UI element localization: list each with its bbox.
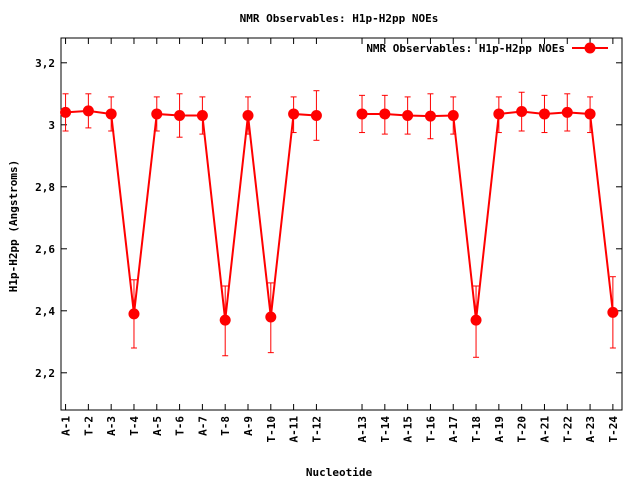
x-tick-label: A-11 xyxy=(288,416,301,443)
x-axis: A-1 T-2 A-3 T-4 A-5 T-6 A-7 T-8 A-9 T-10 A-11 T-12 A… xyxy=(60,38,620,443)
data-point xyxy=(424,110,436,122)
x-tick-label: T-16 xyxy=(424,416,437,443)
x-tick-label: A-5 xyxy=(151,416,164,436)
x-tick-label: T-2 xyxy=(82,416,95,436)
x-axis-label: Nucleotide xyxy=(306,466,373,479)
data-point xyxy=(128,308,140,320)
data-point xyxy=(493,108,505,120)
x-tick-label: T-10 xyxy=(265,416,278,443)
x-tick-label: A-1 xyxy=(60,416,73,436)
x-tick-label: T-22 xyxy=(561,416,574,443)
y-tick-label: 3 xyxy=(48,119,55,132)
data-point xyxy=(174,110,186,121)
y-tick-label: 2,6 xyxy=(35,243,55,256)
data-point xyxy=(288,108,300,120)
x-tick-label: T-6 xyxy=(174,416,187,436)
data-point xyxy=(379,108,391,120)
x-tick-label: A-23 xyxy=(584,416,597,443)
data-point xyxy=(105,108,117,120)
data-point xyxy=(607,306,619,318)
x-tick-label: A-19 xyxy=(493,416,506,443)
x-tick-label: A-15 xyxy=(402,416,415,443)
data-point xyxy=(470,314,482,326)
x-tick-label: A-3 xyxy=(105,416,118,436)
x-tick-label: A-7 xyxy=(196,416,209,436)
x-tick-label: T-12 xyxy=(310,416,323,443)
data-point xyxy=(584,108,596,120)
y-tick-label: 3,2 xyxy=(35,57,55,70)
x-tick-label: T-4 xyxy=(128,416,141,436)
data-point xyxy=(356,108,368,120)
legend-label: NMR Observables: H1p-H2pp NOEs xyxy=(366,42,565,55)
series-line xyxy=(362,110,614,321)
x-tick-label: T-20 xyxy=(516,416,529,443)
x-tick-label: A-13 xyxy=(356,416,369,443)
chart-title: NMR Observables: H1p-H2pp NOEs xyxy=(240,12,439,25)
series-layer xyxy=(60,90,619,358)
y-axis-label: H1p-H2pp (Angstroms) xyxy=(7,160,20,292)
data-point xyxy=(151,108,163,120)
data-point xyxy=(561,106,573,118)
legend: NMR Observables: H1p-H2pp NOEs xyxy=(366,42,608,55)
y-tick-label: 2,2 xyxy=(35,367,55,380)
data-point xyxy=(538,108,550,120)
x-tick-label: T-24 xyxy=(607,416,620,443)
data-point xyxy=(402,110,414,121)
data-point xyxy=(219,314,231,326)
legend-marker xyxy=(584,42,596,54)
data-point xyxy=(447,110,459,121)
data-point xyxy=(196,110,208,121)
x-tick-label: A-9 xyxy=(242,416,255,436)
x-tick-label: T-14 xyxy=(379,416,392,443)
plot-frame xyxy=(60,37,623,411)
x-tick-label: A-21 xyxy=(538,416,551,443)
data-point xyxy=(516,105,528,117)
data-point xyxy=(265,311,277,323)
series-line xyxy=(65,109,317,321)
y-tick-label: 2,8 xyxy=(35,181,55,194)
data-point xyxy=(60,106,72,118)
data-point xyxy=(242,110,254,121)
x-tick-label: A-17 xyxy=(447,416,460,443)
data-point xyxy=(82,105,94,117)
y-axis: 2,2 2,4 2,6 2,8 3 3,2 xyxy=(35,57,622,380)
x-tick-label: T-8 xyxy=(219,416,232,436)
x-tick-label: T-18 xyxy=(470,416,483,443)
data-point xyxy=(310,110,322,121)
y-tick-label: 2,4 xyxy=(35,305,55,318)
